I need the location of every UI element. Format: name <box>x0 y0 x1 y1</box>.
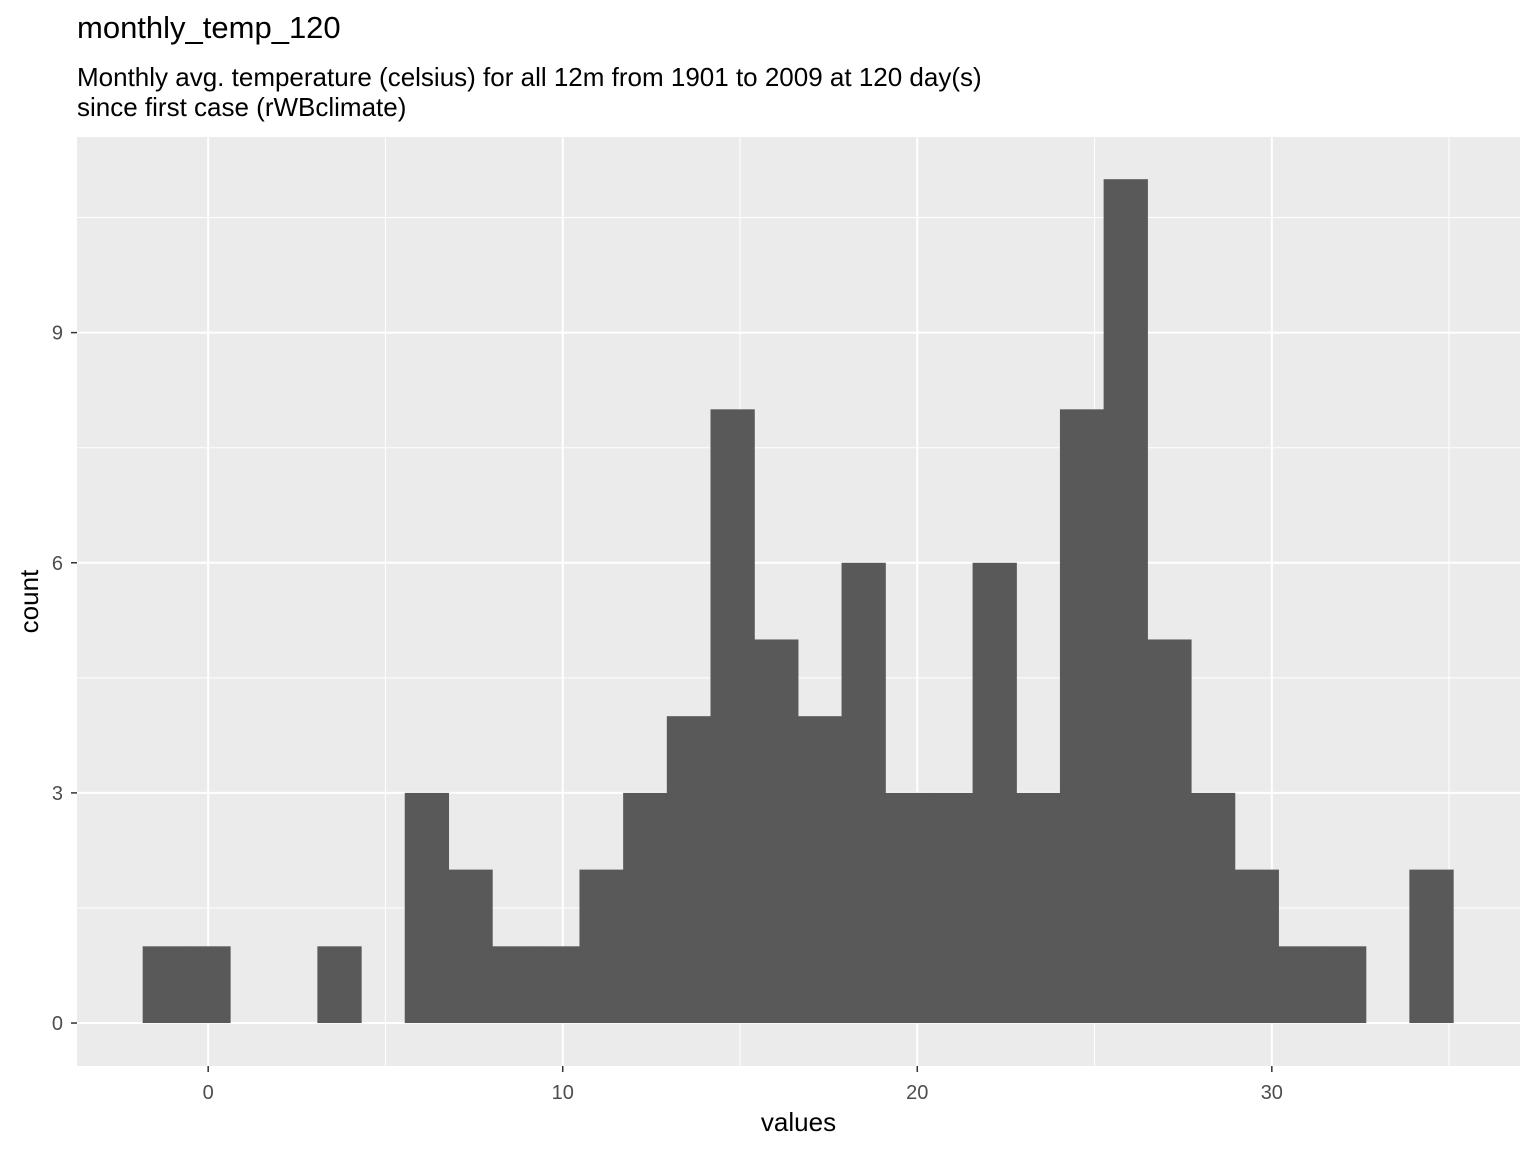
chart-subtitle-line-2: since first case (rWBclimate) <box>77 92 407 122</box>
histogram-bar <box>710 409 755 1024</box>
histogram-bar <box>492 946 537 1024</box>
x-axis: 0 10 20 30 <box>203 1066 1283 1104</box>
histogram-bar <box>1059 409 1105 1024</box>
histogram-bar <box>928 792 974 1024</box>
histogram-bar <box>186 946 231 1024</box>
y-tick-label: 6 <box>52 553 63 575</box>
histogram-bar <box>885 792 930 1024</box>
y-tick-label: 9 <box>52 323 63 345</box>
y-tick-label: 3 <box>52 783 63 805</box>
x-tick-label: 10 <box>552 1082 574 1104</box>
chart-subtitle: Monthly avg. temperature (celsius) for a… <box>77 62 982 122</box>
histogram-bar <box>535 946 581 1024</box>
histogram-bar <box>448 869 493 1024</box>
histogram-bar <box>841 562 886 1024</box>
histogram-bar <box>972 562 1017 1024</box>
y-axis: 0 3 6 9 <box>52 323 77 1035</box>
histogram-bar <box>1322 946 1367 1024</box>
histogram-bar <box>666 716 712 1024</box>
chart-title: monthly_temp_120 <box>77 10 341 45</box>
histogram-bar <box>1409 869 1454 1024</box>
chart-subtitle-line-1: Monthly avg. temperature (celsius) for a… <box>77 62 982 92</box>
histogram-bar <box>1147 639 1192 1024</box>
x-tick-label: 20 <box>906 1082 928 1104</box>
histogram-bar <box>1016 792 1061 1024</box>
histogram-bar <box>1278 946 1323 1024</box>
histogram-bars <box>142 179 1454 1024</box>
x-tick-label: 0 <box>203 1082 214 1104</box>
histogram-bar <box>1234 869 1279 1024</box>
histogram-bar <box>579 869 624 1024</box>
histogram-bar <box>1103 179 1148 1024</box>
histogram-bar <box>754 639 799 1024</box>
histogram-bar <box>623 792 668 1024</box>
histogram-bar <box>317 946 362 1024</box>
y-axis-title: count <box>14 569 44 633</box>
histogram-bar <box>404 792 450 1024</box>
histogram-bar <box>797 716 843 1024</box>
x-tick-label: 30 <box>1261 1082 1283 1104</box>
histogram-bar <box>142 946 187 1024</box>
y-tick-label: 0 <box>52 1013 63 1035</box>
histogram-bar <box>1190 792 1236 1024</box>
x-axis-title: values <box>761 1107 836 1137</box>
